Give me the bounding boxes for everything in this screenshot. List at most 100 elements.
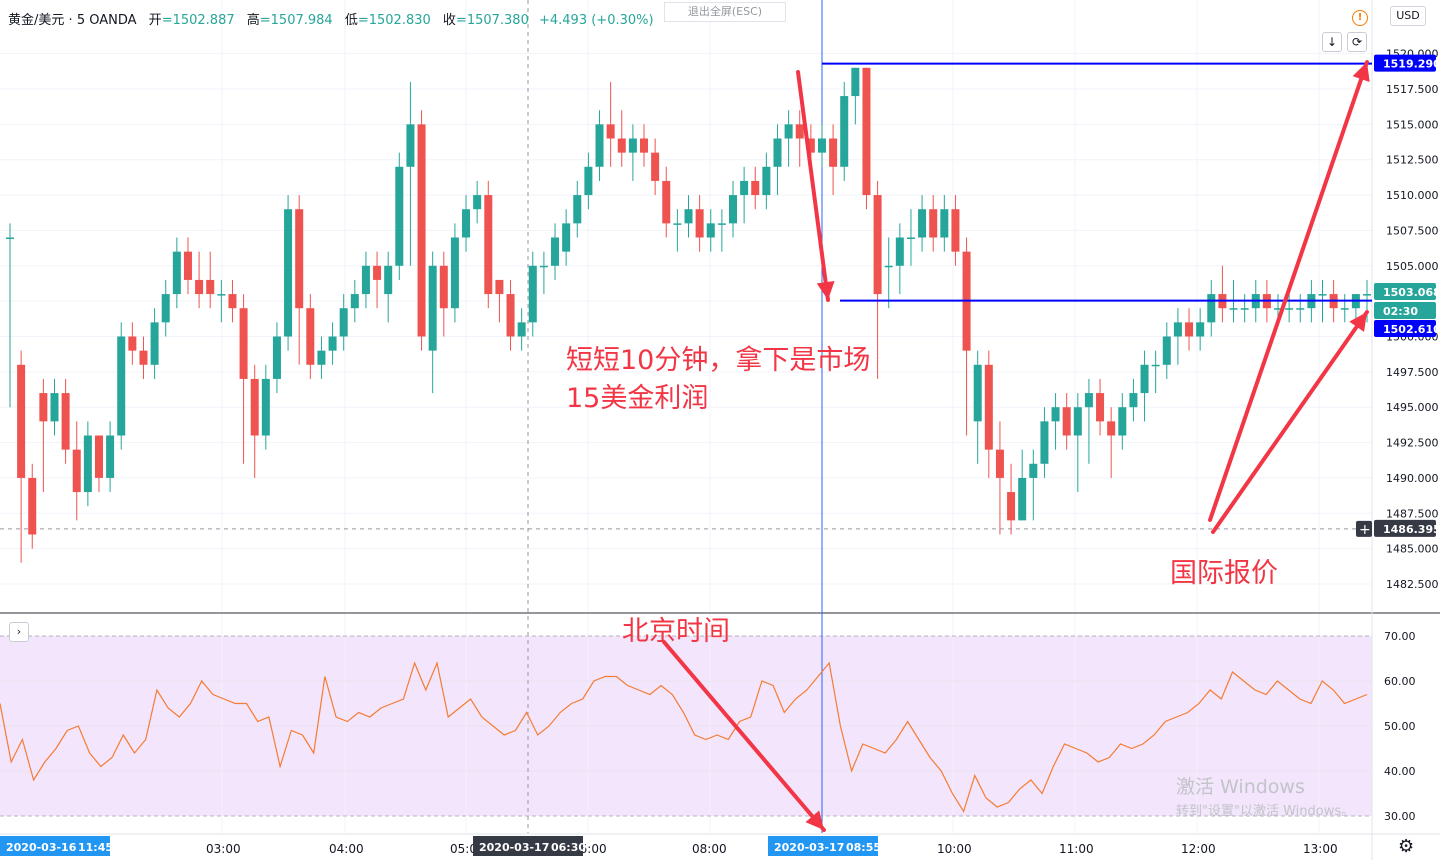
candle-body: [228, 294, 237, 309]
rsi-tick-label: 50.00: [1384, 720, 1416, 733]
candle-body: [1274, 308, 1283, 310]
alert-icon[interactable]: !: [1352, 10, 1368, 26]
annotation-arrow-time: [662, 640, 826, 832]
candle-body: [584, 166, 593, 196]
price-label-box: [1374, 54, 1436, 72]
annotation-profit-line2: 15美金利润: [566, 383, 708, 414]
candle-body: [183, 251, 192, 280]
candle-body: [840, 96, 849, 167]
annotation-arrow-low-head: [1349, 312, 1367, 332]
price-tick-label: 1497.500: [1386, 366, 1439, 379]
currency-button[interactable]: USD: [1390, 6, 1426, 26]
candle-body: [439, 265, 448, 309]
high-label: 高: [246, 13, 260, 28]
rsi-line: [0, 660, 1368, 813]
time-flag-time: 08:55: [846, 841, 881, 854]
candle-body: [606, 124, 615, 139]
candle-body: [406, 124, 415, 167]
open-value: =1502.887: [161, 13, 235, 28]
candle-body: [106, 435, 115, 478]
candle-body: [117, 336, 126, 436]
candle-body: [1173, 322, 1182, 337]
time-flag-date: 2020-03-17: [774, 841, 844, 854]
candle-body: [851, 67, 860, 97]
candle-body: [918, 209, 927, 238]
candle-body: [1018, 477, 1027, 521]
low-label: 低: [344, 13, 358, 28]
candle-body: [450, 237, 459, 309]
annotation-beijing-time: 北京时间: [622, 616, 730, 647]
annotation-intl-quote: 国际报价: [1170, 558, 1278, 589]
candle-body: [784, 124, 793, 139]
candle-body: [261, 378, 270, 436]
candle-body: [206, 279, 215, 295]
price-tick-label: 1507.500: [1386, 224, 1439, 237]
price-label-box: [1374, 283, 1436, 300]
candle-body: [50, 393, 59, 422]
candle-body: [83, 435, 92, 493]
candle-body: [1296, 308, 1305, 310]
arrow-down-icon[interactable]: ↓: [1322, 32, 1342, 52]
candle-body: [617, 138, 626, 153]
symbol-name[interactable]: 黄金/美元: [8, 13, 65, 28]
candle-body: [862, 67, 871, 196]
chevron-right-icon[interactable]: ›: [9, 622, 29, 642]
price-label-text: 1503.068: [1383, 286, 1440, 299]
candle-body: [895, 237, 904, 266]
candle-body: [417, 124, 426, 337]
data-source: OANDA: [89, 13, 137, 28]
annotation-profit-line1: 短短10分钟，拿下是市场: [566, 345, 870, 376]
candle-body: [17, 364, 26, 478]
candle-body: [706, 223, 715, 238]
candle-body: [150, 322, 159, 365]
rsi-tick-label: 60.00: [1384, 675, 1416, 688]
price-label-text: 1502.610: [1383, 323, 1440, 336]
candle-body: [528, 265, 537, 323]
candle-body: [295, 209, 304, 309]
price-tick-label: 1510.000: [1386, 189, 1439, 202]
candle-body: [762, 166, 771, 196]
candle-body: [539, 265, 548, 268]
candle-body: [1196, 322, 1205, 337]
candle-body: [1073, 407, 1082, 436]
candle-body: [751, 180, 760, 196]
candle-body: [462, 209, 471, 238]
candle-body: [94, 435, 103, 478]
time-tick-label: 12:00: [1181, 842, 1216, 856]
price-tick-label: 1495.000: [1386, 401, 1439, 414]
price-label-text: 1486.395: [1383, 523, 1440, 536]
candle-body: [1129, 393, 1138, 408]
candle-body: [1240, 308, 1249, 310]
time-flag-box: [0, 836, 110, 856]
candle-body: [1162, 336, 1171, 365]
price-tick-label: 1487.500: [1386, 507, 1439, 520]
rsi-tick-label: 40.00: [1384, 765, 1416, 778]
separator: ·: [68, 13, 73, 28]
candle-body: [1362, 294, 1372, 296]
candle-body: [172, 251, 181, 295]
annotation-arrow-drop: [796, 70, 830, 302]
interval[interactable]: 5: [76, 13, 86, 28]
candle-body: [995, 449, 1004, 478]
exit-fullscreen-button[interactable]: 退出全屏(ESC): [664, 2, 786, 22]
candle-body: [1340, 308, 1349, 310]
price-tick-label: 1482.500: [1386, 578, 1439, 591]
candle-body: [428, 265, 437, 351]
price-label-text: 1519.290: [1383, 58, 1440, 71]
candle-body: [640, 138, 649, 153]
annotation-arrow-time-head: [805, 810, 824, 830]
gear-icon[interactable]: ⚙: [1398, 836, 1415, 857]
candle-body: [495, 279, 504, 295]
plus-icon: [1356, 520, 1372, 537]
candle-body: [1118, 407, 1127, 436]
rotate-icon[interactable]: ⟳: [1347, 32, 1367, 52]
candle-body: [573, 195, 582, 224]
candle-body: [361, 265, 370, 295]
time-flag-date: 2020-03-17: [479, 841, 549, 854]
candle-body: [1096, 393, 1105, 422]
candle-body: [1318, 294, 1327, 296]
candle-body: [1051, 407, 1060, 422]
candle-body: [1207, 294, 1216, 323]
